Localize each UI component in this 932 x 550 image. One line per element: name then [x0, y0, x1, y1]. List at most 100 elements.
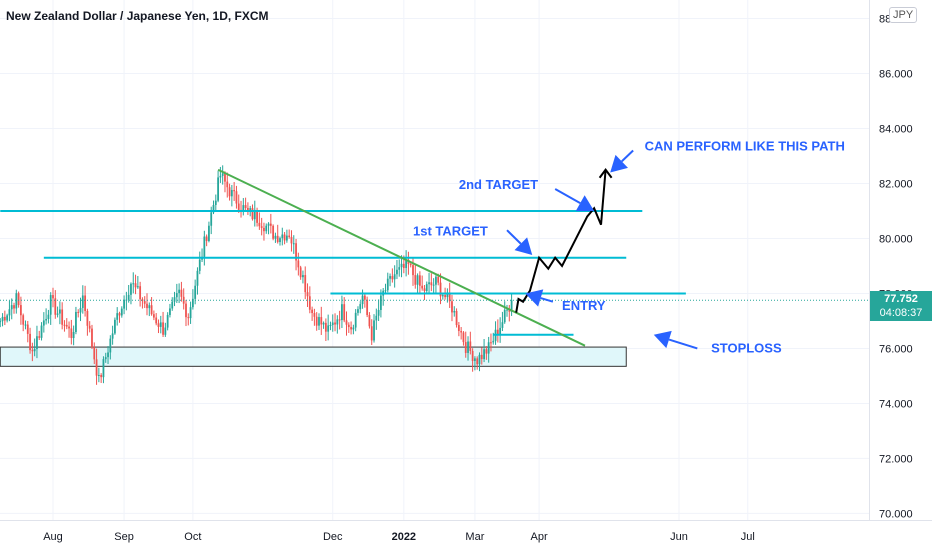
- candle-body: [276, 235, 279, 243]
- candle-body: [194, 285, 197, 299]
- candle-body: [476, 358, 479, 365]
- candle-body: [377, 309, 380, 316]
- candle-body: [322, 322, 325, 325]
- price-tick-label: 74.000: [879, 398, 913, 410]
- candle-body: [467, 341, 469, 353]
- candle-body: [423, 288, 426, 291]
- candle-body: [416, 275, 419, 285]
- candle-body: [402, 263, 405, 269]
- candle-body: [290, 237, 293, 244]
- candle-body: [164, 327, 167, 335]
- candle-body: [97, 375, 100, 377]
- candle-body: [42, 320, 45, 326]
- candle-body: [143, 301, 146, 304]
- candle-body: [166, 314, 169, 328]
- candle-body: [79, 307, 82, 313]
- candle-body: [251, 208, 254, 220]
- candle-body: [88, 325, 91, 329]
- price-axis[interactable]: 70.00072.00074.00076.00078.00080.00082.0…: [879, 14, 913, 521]
- candle-body: [347, 324, 350, 328]
- candle-body: [267, 223, 270, 226]
- annotation-label: ENTRY: [562, 298, 606, 313]
- candle-body: [437, 276, 440, 283]
- candle-body: [400, 263, 403, 268]
- candle-body: [247, 207, 249, 210]
- candle-body: [198, 259, 201, 271]
- candle-body: [102, 359, 105, 378]
- candle-body: [501, 322, 504, 328]
- candle-body: [389, 276, 391, 279]
- price-tick-label: 86.000: [879, 68, 913, 80]
- candle-body: [109, 338, 112, 353]
- price-tick-label: 82.000: [879, 178, 913, 190]
- candle-body: [490, 342, 492, 344]
- candle-body: [86, 310, 89, 326]
- candle-body: [157, 323, 160, 327]
- candle-body: [386, 278, 389, 291]
- candle-body: [329, 325, 332, 327]
- chart-title: New Zealand Dollar / Japanese Yen, 1D, F…: [6, 9, 269, 23]
- candle-body: [471, 350, 474, 361]
- candle-body: [237, 203, 240, 210]
- candle-body: [338, 319, 341, 321]
- candle-body: [45, 318, 48, 321]
- candle-body: [357, 309, 359, 313]
- candle-body: [425, 284, 428, 291]
- candle-body: [393, 274, 396, 280]
- candle-body: [499, 327, 502, 335]
- currency-badge[interactable]: JPY: [889, 7, 918, 23]
- candle-body: [430, 282, 433, 286]
- candle-body: [123, 299, 125, 309]
- time-tick-label: Apr: [531, 531, 548, 543]
- candle-body: [359, 304, 362, 310]
- candle-body: [308, 296, 311, 310]
- candle-body: [100, 375, 103, 378]
- path-arrowhead: [598, 168, 613, 179]
- candle-body: [366, 299, 369, 316]
- candle-body: [492, 340, 495, 343]
- candle-body: [118, 313, 121, 316]
- candle-body: [469, 341, 472, 351]
- candle-body: [320, 317, 323, 325]
- candle-body: [52, 295, 54, 299]
- candle-body: [244, 205, 247, 208]
- candle-body: [508, 309, 511, 312]
- candle-body: [233, 190, 236, 192]
- annotations: CAN PERFORM LIKE THIS PATH 2nd TARGET 1st …: [413, 138, 845, 355]
- candles: [0, 165, 513, 385]
- annotation-arrow-head: [653, 330, 672, 349]
- annotation-arrow-head: [610, 154, 628, 173]
- annotation-arrow-head: [575, 195, 595, 211]
- candle-body: [91, 328, 93, 348]
- current-price-value: 77.752: [884, 293, 918, 305]
- candle-body: [120, 308, 123, 316]
- time-axis[interactable]: Aug Sep Oct Dec 2022 Mar Apr Jun Jul: [43, 531, 755, 543]
- candle-body: [396, 269, 398, 275]
- candle-body: [336, 319, 339, 325]
- candle-body: [72, 331, 75, 339]
- grid-lines: [0, 0, 869, 520]
- candle-body: [19, 305, 22, 316]
- price-tick-label: 84.000: [879, 123, 913, 135]
- candle-body: [480, 354, 483, 360]
- time-tick-label: Jul: [741, 531, 755, 543]
- candle-body: [84, 295, 87, 311]
- candle-body: [132, 283, 135, 285]
- candle-body: [235, 191, 238, 204]
- candle-body: [187, 317, 190, 319]
- candle-body: [304, 275, 307, 293]
- candle-body: [212, 204, 215, 213]
- candle-body: [391, 276, 394, 280]
- candle-body: [253, 211, 256, 220]
- candle-body: [272, 225, 275, 239]
- candle-body: [175, 293, 178, 298]
- candle-body: [127, 294, 130, 300]
- candle-body: [446, 292, 449, 298]
- candle-body: [506, 309, 508, 311]
- candle-body: [93, 347, 96, 360]
- candle-body: [70, 328, 73, 339]
- candle-body: [510, 300, 513, 312]
- annotation-label: CAN PERFORM LIKE THIS PATH: [645, 138, 845, 153]
- candle-body: [311, 309, 314, 314]
